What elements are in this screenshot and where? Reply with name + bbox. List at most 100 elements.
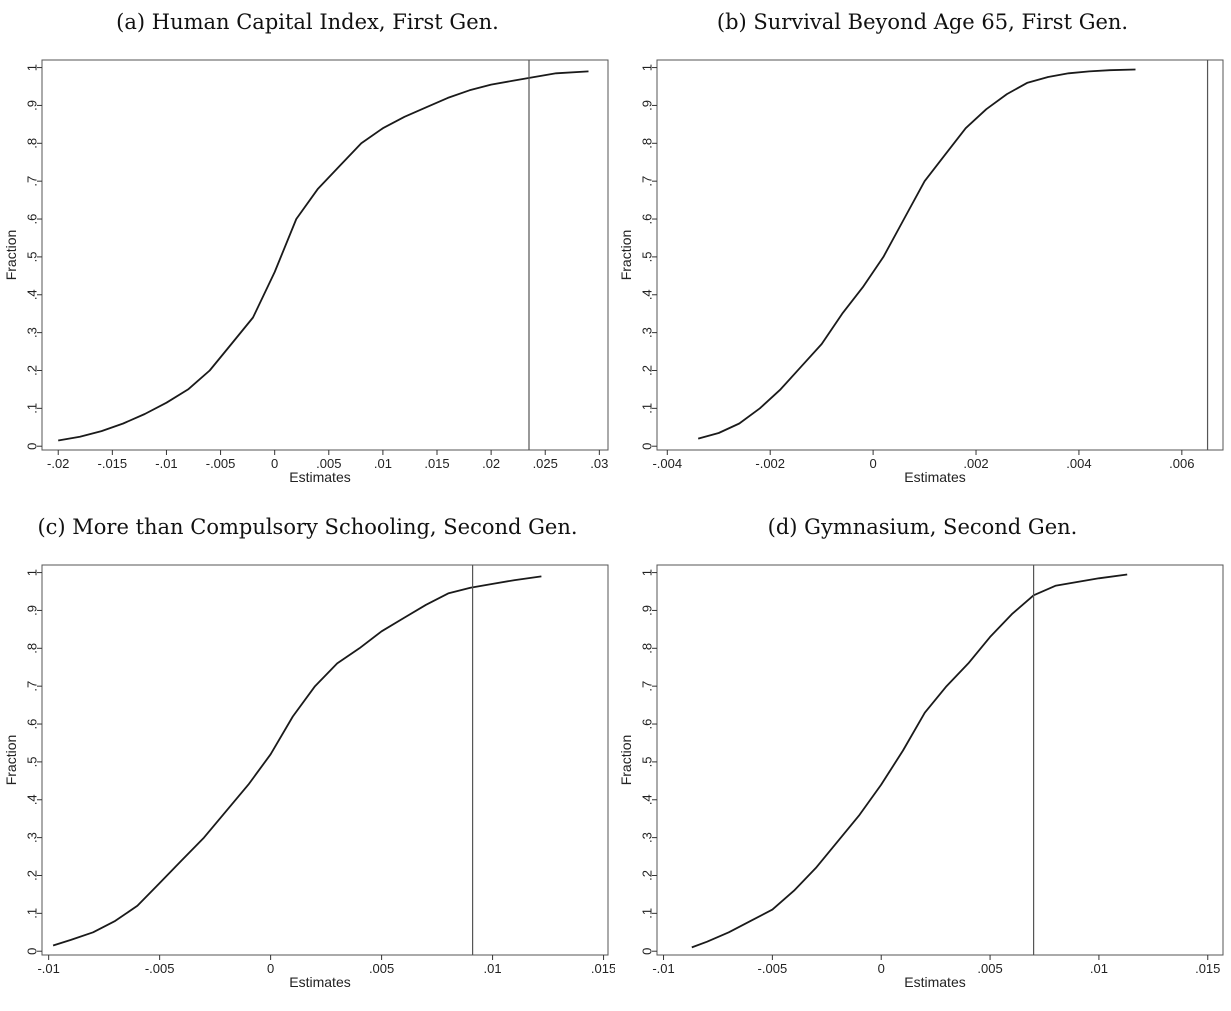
x-tick-label: .025: [533, 456, 558, 471]
x-tick-label: .004: [1066, 456, 1091, 471]
x-tick-label: -.004: [652, 456, 682, 471]
y-tick-label: 0: [24, 948, 39, 955]
plot-frame: [41, 564, 609, 956]
x-tick-label: -.005: [206, 456, 236, 471]
cdf-chart-d: -.01 -.005 0 .005 .01 .015 0 .1 .2 .3 .4 .5 .6 .7 .8 .9…: [618, 564, 1224, 990]
y-tick-label: .7: [24, 681, 39, 692]
x-axis-label: Estimates: [289, 974, 350, 990]
x-tick-label: -.005: [145, 961, 175, 976]
y-tick-label: .7: [24, 176, 39, 187]
y-tick-label: .3: [639, 832, 654, 843]
panel-c: (c) More than Compulsory Schooling, Seco…: [0, 505, 615, 1010]
y-tick-label: .7: [639, 681, 654, 692]
plot-frame: [41, 59, 609, 451]
x-tick-label: .01: [484, 961, 502, 976]
x-axis-label: Estimates: [904, 469, 965, 485]
y-tick-label: .1: [639, 403, 654, 414]
y-tick-label: .8: [24, 643, 39, 654]
panel-d: (d) Gymnasium, Second Gen. -.01 -.005 0 .00…: [615, 505, 1230, 1010]
y-tick-label: .9: [24, 100, 39, 111]
x-tick-label: -.002: [755, 456, 785, 471]
x-tick-label: .005: [369, 961, 394, 976]
y-tick-label: .4: [639, 794, 654, 805]
plot-frame: [656, 564, 1224, 956]
x-tick-label: .01: [1090, 961, 1108, 976]
y-tick-label: .6: [639, 214, 654, 225]
y-tick-label: .1: [639, 908, 654, 919]
x-tick-label: .005: [977, 961, 1002, 976]
y-tick-label: 0: [639, 443, 654, 450]
y-tick-label: .6: [24, 214, 39, 225]
x-tick-label: .01: [374, 456, 392, 471]
y-tick-label: .6: [639, 719, 654, 730]
cdf-chart-a: -.02 -.015 -.01 -.005 0 .005 .01 .015 .02 .025 .03…: [3, 59, 609, 485]
y-tick-label: 1: [24, 64, 39, 71]
y-tick-label: 1: [639, 64, 654, 71]
x-tick-label: .006: [1169, 456, 1194, 471]
y-tick-label: .4: [639, 289, 654, 300]
y-tick-label: .8: [639, 138, 654, 149]
x-tick-label: -.005: [758, 961, 788, 976]
panel-b: (b) Survival Beyond Age 65, First Gen. -…: [615, 0, 1230, 505]
x-tick-label: .015: [591, 961, 615, 976]
x-tick-label: -.01: [155, 456, 177, 471]
y-tick-label: .5: [24, 756, 39, 767]
chart-title: (a) Human Capital Index, First Gen.: [116, 10, 499, 34]
y-tick-label: .5: [639, 251, 654, 262]
y-tick-label: .2: [639, 365, 654, 376]
x-tick-label: 0: [271, 456, 278, 471]
x-tick-label: .005: [316, 456, 341, 471]
x-tick-label: .002: [963, 456, 988, 471]
y-tick-label: .5: [24, 251, 39, 262]
x-axis-label: Estimates: [289, 469, 350, 485]
x-tick-label: 0: [267, 961, 274, 976]
y-tick-label: .9: [24, 605, 39, 616]
chart-title: (b) Survival Beyond Age 65, First Gen.: [716, 10, 1129, 34]
cdf-chart-b: -.004 -.002 0 .002 .004 .006 0 .1 .2 .3 .4 .5 .6 .7 .8…: [618, 59, 1224, 485]
y-axis-label: Fraction: [3, 735, 19, 786]
y-tick-label: .6: [24, 719, 39, 730]
chart-title: (d) Gymnasium, Second Gen.: [767, 515, 1078, 539]
y-tick-label: .4: [24, 289, 39, 300]
y-tick-label: .1: [24, 908, 39, 919]
y-tick-label: .5: [639, 756, 654, 767]
y-tick-label: .4: [24, 794, 39, 805]
y-tick-label: .2: [639, 870, 654, 881]
y-tick-label: .3: [24, 832, 39, 843]
y-tick-label: .9: [639, 605, 654, 616]
y-tick-label: .8: [24, 138, 39, 149]
y-tick-label: .7: [639, 176, 654, 187]
x-tick-label: .02: [482, 456, 500, 471]
cdf-line: [697, 68, 1136, 440]
chart-title: (c) More than Compulsory Schooling, Seco…: [37, 515, 578, 539]
y-tick-label: .3: [24, 327, 39, 338]
x-tick-label: -.015: [98, 456, 128, 471]
x-tick-label: -.01: [37, 961, 59, 976]
x-axis-label: Estimates: [904, 974, 965, 990]
panel-a: (a) Human Capital Index, First Gen. -.02…: [0, 0, 615, 505]
x-tick-label: 0: [878, 961, 885, 976]
x-tick-label: -.02: [47, 456, 69, 471]
x-tick-label: .015: [424, 456, 449, 471]
cdf-chart-c: -.01 -.005 0 .005 .01 .015 0 .1 .2 .3 .4 .5 .6 .7 .8 .9…: [3, 564, 615, 990]
cdf-line: [52, 575, 542, 947]
cdf-line: [691, 573, 1128, 949]
y-tick-label: 1: [639, 569, 654, 576]
y-axis-label: Fraction: [618, 230, 634, 281]
y-tick-label: .8: [639, 643, 654, 654]
y-tick-label: 0: [24, 443, 39, 450]
x-tick-label: -.01: [652, 961, 674, 976]
cdf-line: [58, 70, 589, 442]
y-tick-label: .1: [24, 403, 39, 414]
y-axis-label: Fraction: [3, 230, 19, 281]
y-tick-label: .2: [24, 365, 39, 376]
y-tick-label: .2: [24, 870, 39, 881]
x-tick-label: .015: [1195, 961, 1220, 976]
x-tick-label: 0: [869, 456, 876, 471]
y-tick-label: .3: [639, 327, 654, 338]
plot-frame: [656, 59, 1224, 451]
x-tick-label: .03: [590, 456, 608, 471]
y-tick-label: 1: [24, 569, 39, 576]
y-tick-label: 0: [639, 948, 654, 955]
y-axis-label: Fraction: [618, 735, 634, 786]
